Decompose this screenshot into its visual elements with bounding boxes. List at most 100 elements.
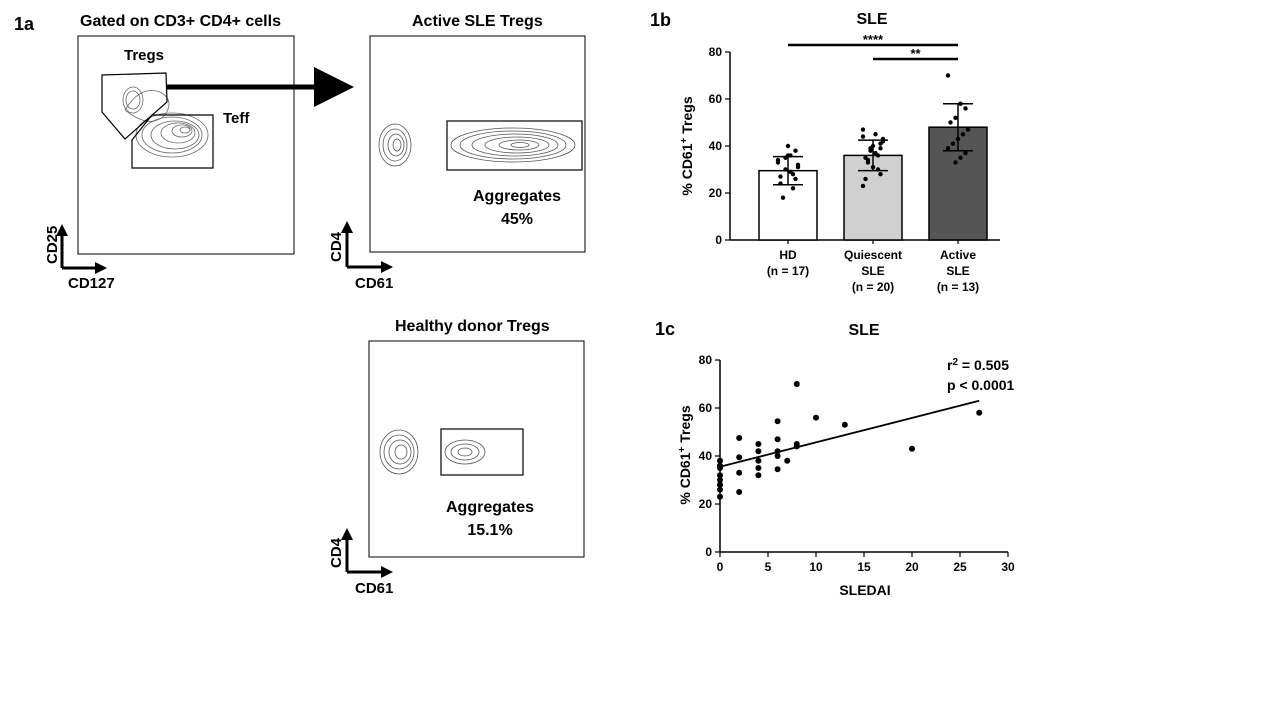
bar-point bbox=[780, 195, 786, 200]
panel-1a: 1a Gated on CD3+ CD4+ cells Tregs Teff bbox=[14, 13, 586, 597]
scatter-y-tick-label: 20 bbox=[699, 497, 713, 511]
bar-point bbox=[775, 157, 781, 163]
scatter-point bbox=[976, 409, 983, 416]
scatter-point bbox=[793, 381, 800, 387]
scatter-y-tick-label: 0 bbox=[705, 545, 712, 559]
bar-point bbox=[785, 153, 791, 158]
bar-y-tick-label: 80 bbox=[709, 45, 723, 59]
gating-contours bbox=[122, 86, 209, 158]
scatter-point bbox=[774, 418, 781, 425]
bar-point bbox=[953, 160, 958, 165]
active-sle-gate bbox=[446, 120, 583, 171]
scatter-chart-area: 0 20 40 60 80 0 5 10 15 20 25 30 bbox=[699, 353, 1015, 574]
panel-1c: 1c SLE % CD61+ Tregs SLEDAI r2 = 0.505 p… bbox=[655, 319, 1015, 598]
bar-point bbox=[860, 134, 866, 139]
bar-category-label: (n = 20) bbox=[852, 280, 894, 294]
scatter-point bbox=[755, 457, 762, 464]
bar-point bbox=[878, 172, 883, 177]
bar-point bbox=[783, 167, 788, 172]
scatter-point bbox=[736, 469, 743, 476]
scatter-chart-title: SLE bbox=[848, 322, 879, 339]
scatter-point bbox=[909, 445, 915, 452]
panel-1b: 1b SLE % CD61+ Tregs 0 20 40 60 80 HD (n = 17)… bbox=[650, 10, 1000, 294]
scatter-point bbox=[736, 489, 743, 495]
bar-point bbox=[790, 186, 796, 191]
bar-point bbox=[875, 167, 881, 172]
bar-category-label: Quiescent bbox=[844, 248, 902, 262]
scatter-point bbox=[755, 441, 762, 447]
bar-category-label: (n = 13) bbox=[937, 280, 979, 294]
bar-point bbox=[945, 146, 951, 151]
scatter-p-value: p < 0.0001 bbox=[947, 377, 1015, 393]
bar-y-tick-label: 20 bbox=[709, 186, 723, 200]
bar-point bbox=[795, 162, 801, 167]
scatter-point bbox=[717, 477, 723, 483]
significance-label-0: **** bbox=[863, 32, 884, 47]
healthy-y-axis-label: CD4 bbox=[328, 537, 345, 568]
regression-line bbox=[719, 399, 980, 468]
scatter-chart-y-label: % CD61+ Tregs bbox=[677, 405, 693, 504]
bar-point bbox=[963, 106, 968, 111]
gate-teff-label: Teff bbox=[223, 110, 250, 127]
gating-plot-frame bbox=[77, 35, 295, 255]
scatter-y-tick-label: 40 bbox=[699, 449, 713, 463]
bar-y-tick-label: 0 bbox=[715, 233, 722, 247]
panel-label-1a: 1a bbox=[14, 14, 35, 34]
bar-chart-area: 0 20 40 60 80 HD (n = 17) Quiescent SLE (n = 20) A… bbox=[709, 32, 1000, 294]
bar-point bbox=[863, 176, 868, 182]
gate-teff bbox=[131, 114, 214, 169]
bar-point bbox=[778, 174, 783, 179]
bar-point bbox=[945, 73, 951, 78]
gate-tregs bbox=[101, 72, 168, 140]
gating-plot-title: Gated on CD3+ CD4+ cells bbox=[80, 13, 281, 30]
scatter-point bbox=[784, 457, 791, 464]
bar-point bbox=[860, 183, 866, 189]
scatter-x-tick-label: 20 bbox=[905, 560, 919, 574]
bar-point bbox=[785, 143, 791, 149]
bar-point bbox=[955, 136, 961, 142]
bar-point bbox=[865, 157, 871, 163]
healthy-gate bbox=[440, 428, 524, 476]
healthy-contours bbox=[379, 429, 486, 475]
healthy-gate-value: 15.1% bbox=[467, 522, 512, 539]
healthy-plot-title: Healthy donor Tregs bbox=[395, 318, 550, 335]
panel-label-1c: 1c bbox=[655, 319, 675, 339]
scatter-chart-x-label: SLEDAI bbox=[839, 582, 890, 598]
bar-point bbox=[875, 153, 881, 158]
bar-y-tick-label: 40 bbox=[709, 139, 723, 153]
panel-label-1b: 1b bbox=[650, 10, 671, 30]
scatter-point bbox=[774, 436, 781, 443]
active-sle-contours bbox=[378, 123, 576, 167]
bar-category-label: HD bbox=[779, 248, 797, 262]
healthy-plot-frame bbox=[368, 340, 585, 558]
bar-point bbox=[860, 127, 866, 132]
scatter-point bbox=[793, 443, 800, 450]
scatter-y-tick-label: 60 bbox=[699, 401, 713, 415]
bar-category-label: SLE bbox=[861, 264, 884, 278]
bar-point bbox=[953, 115, 958, 121]
scatter-point bbox=[755, 472, 762, 479]
bar-point bbox=[873, 132, 878, 137]
bar-point bbox=[950, 141, 956, 146]
bar-point bbox=[868, 146, 873, 151]
gate-tregs-label: Tregs bbox=[124, 47, 164, 64]
scatter-point bbox=[755, 465, 762, 471]
scatter-point bbox=[717, 486, 723, 493]
gating-x-axis-label: CD127 bbox=[68, 275, 115, 292]
significance-label-1: ** bbox=[910, 46, 921, 61]
healthy-x-axis-label: CD61 bbox=[355, 580, 393, 597]
scatter-x-tick-label: 5 bbox=[765, 560, 772, 574]
scatter-point bbox=[717, 457, 723, 464]
scatter-y-tick-label: 80 bbox=[699, 353, 713, 367]
healthy-gate-label: Aggregates bbox=[446, 499, 534, 516]
bar-point bbox=[958, 155, 963, 160]
active-sle-y-axis-label: CD4 bbox=[328, 231, 345, 262]
bar-category-label: Active bbox=[940, 248, 976, 262]
active-sle-plot: Active SLE Tregs Aggregates 45% CD4 CD61 bbox=[328, 13, 586, 292]
scatter-x-tick-label: 30 bbox=[1001, 560, 1015, 574]
gating-y-axis-label: CD25 bbox=[44, 226, 61, 264]
scatter-x-tick-label: 0 bbox=[717, 560, 724, 574]
bar-point bbox=[948, 120, 953, 125]
active-sle-gate-value: 45% bbox=[501, 211, 533, 228]
